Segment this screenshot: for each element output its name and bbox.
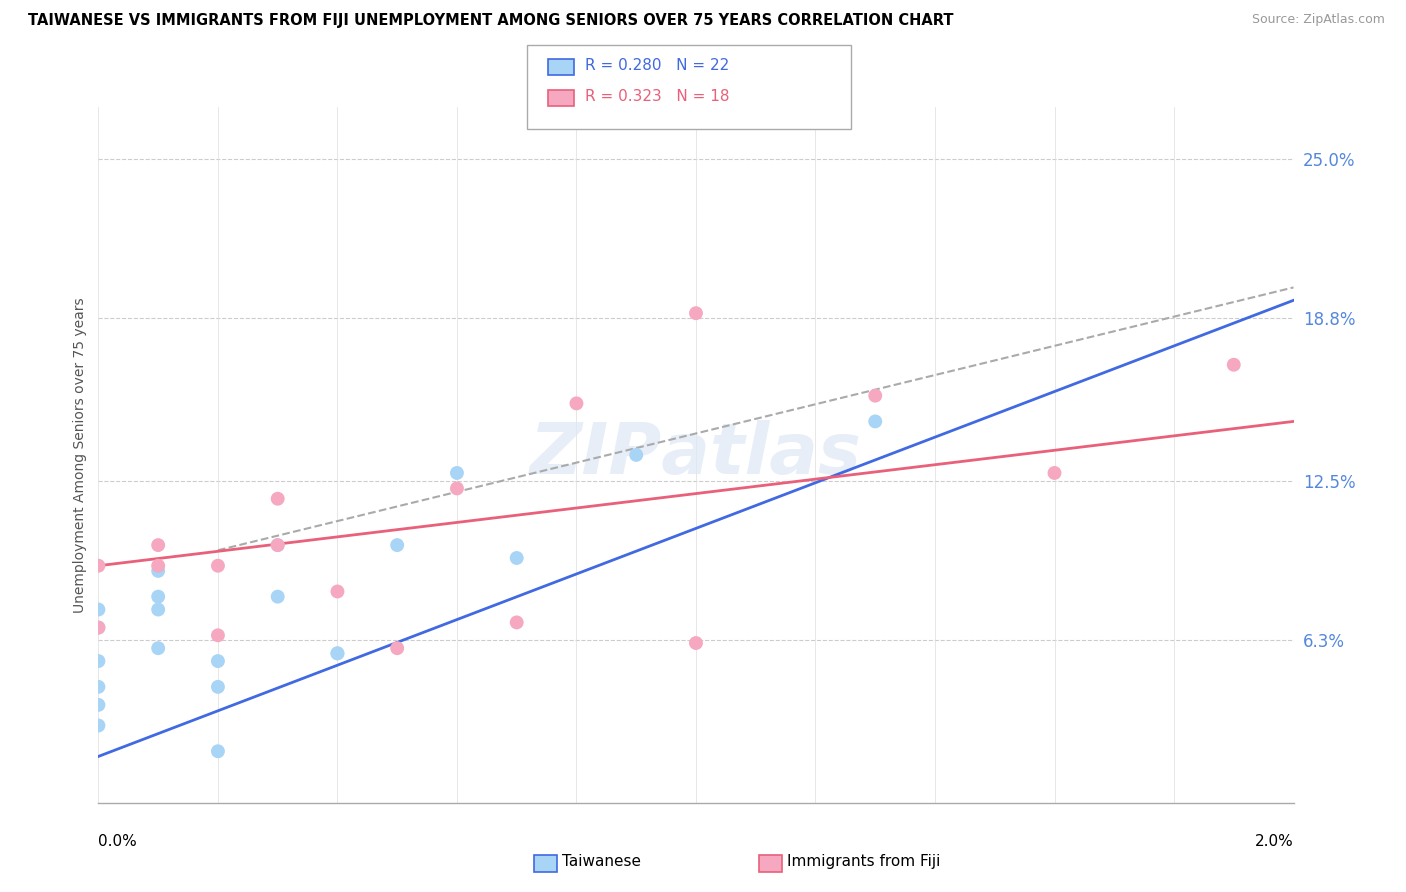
Point (87, 621, 110, 635)
Point (1222, 358, 1246, 372)
Point (267, 538, 290, 552)
Point (446, 466, 468, 480)
Point (685, 636, 707, 650)
Point (624, 448, 647, 462)
Point (385, 538, 409, 552)
Point (207, 628, 229, 642)
Text: Source: ZipAtlas.com: Source: ZipAtlas.com (1251, 13, 1385, 27)
Point (87, 654, 110, 668)
Point (506, 551, 529, 566)
Point (326, 646, 349, 660)
Point (267, 491, 290, 506)
Y-axis label: Unemployment Among Seniors over 75 years: Unemployment Among Seniors over 75 years (73, 297, 87, 613)
Point (506, 615, 529, 630)
Point (148, 558, 170, 573)
Text: Immigrants from Fiji: Immigrants from Fiji (787, 855, 941, 869)
Point (326, 584, 349, 599)
Point (267, 538, 290, 552)
Point (326, 646, 349, 660)
Point (87, 680, 110, 694)
Text: R = 0.280   N = 22: R = 0.280 N = 22 (585, 58, 730, 72)
Point (207, 654, 229, 668)
Point (87, 558, 110, 573)
Text: 0.0%: 0.0% (98, 834, 138, 849)
Point (148, 590, 170, 604)
Point (87, 718, 110, 732)
Point (207, 744, 229, 758)
Point (207, 558, 229, 573)
Point (148, 564, 170, 578)
Point (267, 590, 290, 604)
Point (148, 641, 170, 656)
Point (148, 538, 170, 552)
Text: ZIP​atlas: ZIP​atlas (530, 420, 862, 490)
Point (87, 602, 110, 616)
Point (148, 602, 170, 616)
Point (207, 680, 229, 694)
Point (87, 698, 110, 712)
Text: R = 0.323   N = 18: R = 0.323 N = 18 (585, 89, 730, 103)
Text: TAIWANESE VS IMMIGRANTS FROM FIJI UNEMPLOYMENT AMONG SENIORS OVER 75 YEARS CORRE: TAIWANESE VS IMMIGRANTS FROM FIJI UNEMPL… (28, 13, 953, 29)
Text: 2.0%: 2.0% (1254, 834, 1294, 849)
Point (87, 621, 110, 635)
Point (1043, 466, 1066, 480)
Point (565, 396, 588, 410)
Text: Taiwanese: Taiwanese (562, 855, 641, 869)
Point (863, 389, 886, 403)
Point (685, 306, 707, 320)
Point (863, 414, 886, 428)
Point (385, 641, 409, 656)
Point (446, 482, 468, 496)
